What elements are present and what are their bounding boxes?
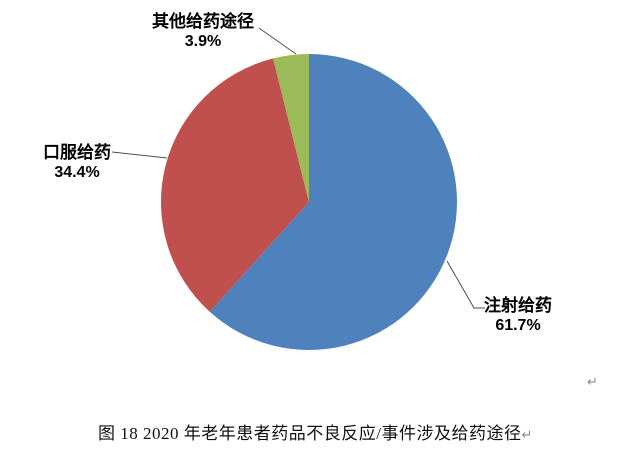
pie-slices-group (160, 54, 457, 350)
leader-line-injection (446, 260, 485, 309)
slice-callout-other: 其他给药途径 3.9% (152, 12, 254, 52)
slice-label-oral: 口服给药 (43, 143, 111, 162)
slice-label-other: 其他给药途径 (152, 12, 254, 31)
slice-callout-oral: 口服给药 34.4% (43, 143, 111, 183)
leader-line-oral (111, 151, 168, 159)
paragraph-return-icon: ↵ (587, 375, 598, 390)
figure-caption: 图 18 2020 年老年患者药品不良反应/事件涉及给药途径↵ (0, 422, 631, 448)
paragraph-return-icon: ↵ (521, 428, 533, 443)
slice-percent-injection: 61.7% (495, 317, 541, 334)
slice-callout-injection: 注射给药 61.7% (484, 296, 552, 336)
slice-percent-other: 3.9% (184, 33, 222, 50)
pie-slice-injection (209, 54, 457, 350)
pie-slice-oral (160, 58, 309, 312)
slice-label-injection: 注射给药 (484, 296, 552, 315)
figure-caption-text: 图 18 2020 年老年患者药品不良反应/事件涉及给药途径 (98, 424, 522, 443)
slice-percent-oral: 34.4% (54, 164, 100, 181)
pie-slice-other (273, 54, 309, 202)
leader-line-other (258, 27, 297, 55)
